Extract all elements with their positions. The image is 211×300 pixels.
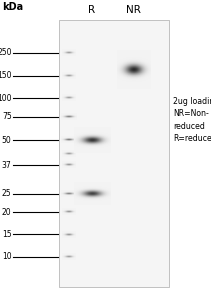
Text: R: R (88, 5, 96, 15)
Text: 15: 15 (2, 230, 12, 239)
Text: NR: NR (126, 5, 141, 15)
Text: 25: 25 (2, 189, 12, 198)
Text: 10: 10 (2, 252, 12, 261)
Text: 100: 100 (0, 94, 12, 103)
Text: kDa: kDa (2, 2, 23, 12)
Text: 50: 50 (2, 136, 12, 145)
Text: 150: 150 (0, 71, 12, 80)
Text: 250: 250 (0, 48, 12, 57)
Text: 37: 37 (2, 160, 12, 169)
Bar (59, 20, 169, 286)
Text: 75: 75 (2, 112, 12, 122)
Text: 2ug loading
NR=Non-
reduced
R=reduced: 2ug loading NR=Non- reduced R=reduced (173, 97, 211, 143)
Text: 20: 20 (2, 208, 12, 217)
